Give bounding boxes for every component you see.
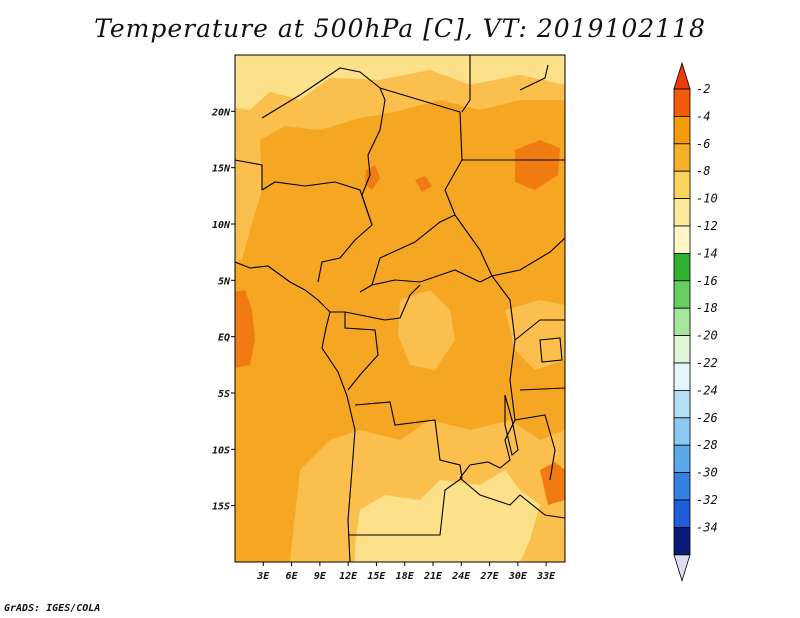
colorbar-box <box>673 444 691 474</box>
border-drc-east <box>459 275 516 479</box>
colorbar-label: -24 <box>696 383 718 397</box>
x-tick-label: 9E <box>314 571 327 582</box>
border-sahel <box>235 159 263 190</box>
colorbar-label: -2 <box>696 82 710 96</box>
x-tick-label: 3E <box>256 571 270 582</box>
field-light-west <box>235 138 262 262</box>
colorbar-box <box>673 252 691 282</box>
grads-credit: GrADS: IGES/COLA <box>4 603 101 614</box>
colorbar-box <box>673 198 691 227</box>
y-tick-label: 10N <box>212 220 231 231</box>
x-tick-label: 21E <box>423 571 443 582</box>
x-tick-label: 33E <box>536 571 556 582</box>
colorbar-label: -6 <box>696 137 710 151</box>
field-pale-south <box>355 470 540 562</box>
y-axis: 20N 15N 10N 5N EQ 5S 10S 15S <box>211 107 235 513</box>
field-light-central <box>398 290 455 370</box>
field-warm-west <box>235 290 255 368</box>
x-tick-label: 15E <box>367 571 386 582</box>
border-chad <box>359 87 463 293</box>
y-tick-label: 20N <box>211 107 231 118</box>
chart-title: Temperature at 500hPa [C], VT: 201910211… <box>94 14 706 43</box>
colorbar-box <box>673 389 691 419</box>
lake-victoria <box>539 337 563 363</box>
x-tick-label: 12E <box>339 571 358 582</box>
border-red-sea <box>519 64 549 91</box>
colorbar-label: -8 <box>696 164 710 178</box>
y-tick-label: 5N <box>218 276 231 287</box>
colorbar-label: -28 <box>696 438 718 452</box>
plot-frame <box>234 54 566 563</box>
colorbar-label: -14 <box>696 246 718 260</box>
x-tick-label: 18E <box>396 571 415 582</box>
colorbar-label: -18 <box>696 301 718 315</box>
border-sudan <box>454 55 565 277</box>
colorbar-box <box>673 307 691 337</box>
colorbar: -2 -4 -6 -8 -10 -12 -14 -16 -18 -20 -22 -24 -26 -28 -3… <box>673 61 718 583</box>
colorbar-box <box>673 143 691 172</box>
colorbar-box <box>673 362 691 391</box>
colorbar-label: -22 <box>696 356 718 370</box>
colorbar-box <box>673 335 691 364</box>
y-tick-label: 15S <box>212 502 230 513</box>
field-light-east <box>505 300 565 370</box>
y-tick-label: 5S <box>218 389 230 400</box>
colorbar-label: -10 <box>696 192 718 206</box>
border-angola <box>348 401 463 536</box>
lake-tanganyika <box>504 394 519 456</box>
colorbar-box <box>673 527 691 556</box>
colorbar-top-arrow <box>673 61 691 90</box>
border-nigeria <box>261 181 373 226</box>
y-tick-label: 10S <box>212 445 230 456</box>
colorbar-bottom-arrow <box>673 554 691 583</box>
border-east-africa <box>514 319 565 481</box>
border-north <box>261 67 386 283</box>
colorbar-box <box>673 417 691 446</box>
colorbar-label: -12 <box>696 219 718 233</box>
field-warm-east <box>515 140 560 190</box>
field-warm-sahel <box>415 176 432 192</box>
x-tick-label: 27E <box>480 571 500 582</box>
field-warm-southeast <box>540 462 565 505</box>
colorbar-label: -30 <box>696 466 718 480</box>
field-warm-small <box>365 165 380 190</box>
x-tick-label: 30E <box>508 571 528 582</box>
colorbar-label: -20 <box>696 329 718 343</box>
colorbar-label: -26 <box>696 411 718 425</box>
x-tick-label: 24E <box>451 571 471 582</box>
border-congo <box>330 284 421 391</box>
colorbar-label: -34 <box>696 520 718 534</box>
country-borders <box>235 55 565 562</box>
colorbar-label: -32 <box>696 493 718 507</box>
field-light-north <box>235 70 565 140</box>
colorbar-box <box>673 280 691 309</box>
colorbar-box <box>673 499 691 528</box>
y-tick-label: EQ <box>218 333 230 344</box>
temperature-field <box>235 55 565 562</box>
y-tick-label: 15N <box>212 164 231 175</box>
colorbar-box <box>673 170 691 199</box>
x-axis: 3E 6E 9E 12E 15E 18E 21E 24E 27E 30E 33E <box>256 562 556 582</box>
colorbar-label: -16 <box>696 274 718 288</box>
border-zambia <box>459 477 565 519</box>
colorbar-box <box>673 116 691 145</box>
colorbar-label: -4 <box>696 109 710 123</box>
colorbar-box <box>673 225 691 254</box>
colorbar-box <box>673 472 691 501</box>
x-tick-label: 6E <box>286 571 299 582</box>
colorbar-box <box>673 88 691 117</box>
coastline-west <box>235 261 356 562</box>
border-car <box>371 269 493 286</box>
field-pale-north <box>235 55 565 110</box>
